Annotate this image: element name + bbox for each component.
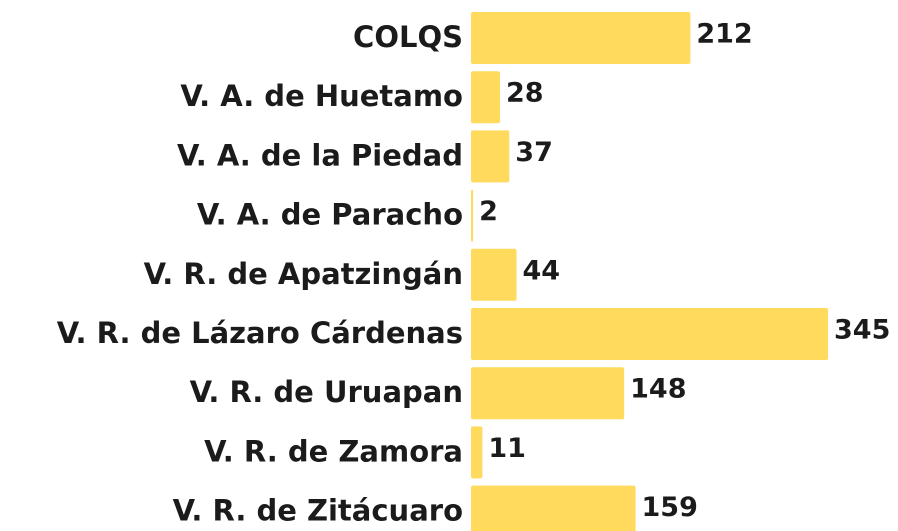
value-label: 44: [523, 255, 561, 286]
value-label: 159: [642, 492, 698, 523]
category-label: V. A. de la Piedad: [177, 138, 463, 172]
value-label: 2: [479, 196, 498, 227]
category-label: COLQS: [353, 20, 463, 54]
bar: [471, 130, 510, 183]
value-label: 345: [834, 315, 890, 346]
category-label: V. R. de Zamora: [204, 434, 463, 468]
value-label: 37: [515, 137, 553, 168]
bar: [471, 308, 828, 360]
value-label: 28: [506, 78, 544, 109]
bar: [471, 248, 517, 301]
bar: [471, 189, 474, 242]
value-label: 148: [630, 374, 686, 405]
category-label: V. R. de Uruapan: [190, 375, 463, 409]
bar: [471, 367, 625, 420]
value-label: 11: [488, 433, 526, 464]
bar: [471, 12, 691, 64]
bar: [471, 71, 500, 124]
category-label: V. R. de Lázaro Cárdenas: [57, 316, 463, 350]
value-label: 212: [696, 19, 752, 50]
category-label: V. A. de Paracho: [197, 198, 463, 232]
category-label: V. A. de Huetamo: [180, 79, 463, 113]
bar: [471, 426, 483, 479]
category-label: V. R. de Zitácuaro: [173, 494, 463, 528]
category-label: V. R. de Apatzingán: [144, 257, 463, 291]
bar: [471, 485, 636, 531]
